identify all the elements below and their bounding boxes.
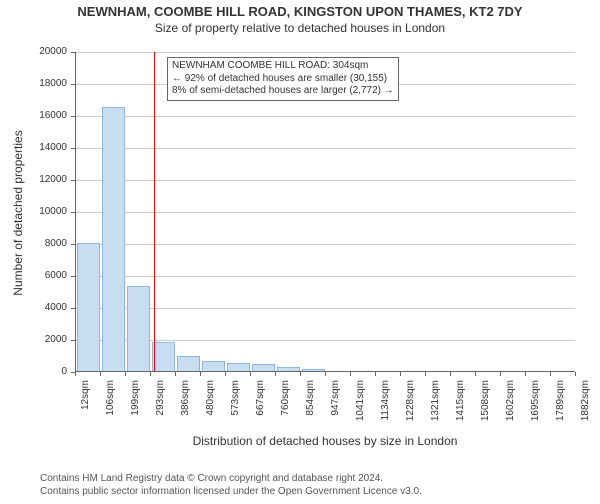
- y-tick-mark: [71, 340, 75, 341]
- x-tick-mark: [300, 372, 301, 376]
- x-tick-label: 1602sqm: [505, 380, 516, 430]
- y-tick-mark: [71, 116, 75, 117]
- histogram-bar: [102, 107, 125, 371]
- y-tick-label: 18000: [0, 78, 67, 89]
- x-tick-mark: [400, 372, 401, 376]
- y-tick-mark: [71, 84, 75, 85]
- x-tick-label: 573sqm: [230, 380, 241, 430]
- y-tick-mark: [71, 244, 75, 245]
- x-tick-mark: [450, 372, 451, 376]
- y-tick-label: 16000: [0, 110, 67, 121]
- x-tick-mark: [250, 372, 251, 376]
- y-tick-label: 6000: [0, 270, 67, 281]
- gridline-h: [76, 52, 575, 53]
- x-tick-mark: [200, 372, 201, 376]
- x-tick-label: 1882sqm: [580, 380, 591, 430]
- x-tick-mark: [150, 372, 151, 376]
- x-tick-mark: [175, 372, 176, 376]
- y-tick-mark: [71, 308, 75, 309]
- x-tick-label: 293sqm: [155, 380, 166, 430]
- y-tick-mark: [71, 212, 75, 213]
- x-axis-title: Distribution of detached houses by size …: [75, 434, 575, 448]
- annotation-line: ← 92% of detached houses are smaller (30…: [172, 73, 394, 86]
- gridline-h: [76, 244, 575, 245]
- y-tick-label: 2000: [0, 334, 67, 345]
- annotation-line: NEWNHAM COOMBE HILL ROAD: 304sqm: [172, 60, 394, 73]
- histogram-bar: [227, 363, 250, 371]
- x-tick-label: 667sqm: [255, 380, 266, 430]
- x-tick-mark: [225, 372, 226, 376]
- x-tick-mark: [375, 372, 376, 376]
- y-tick-label: 4000: [0, 302, 67, 313]
- y-tick-label: 10000: [0, 206, 67, 217]
- x-tick-label: 1134sqm: [380, 380, 391, 430]
- gridline-h: [76, 308, 575, 309]
- x-tick-mark: [425, 372, 426, 376]
- attribution-footer: Contains HM Land Registry data © Crown c…: [40, 472, 422, 498]
- x-tick-mark: [325, 372, 326, 376]
- x-tick-label: 854sqm: [305, 380, 316, 430]
- x-tick-mark: [525, 372, 526, 376]
- histogram-bar: [202, 361, 225, 371]
- gridline-h: [76, 116, 575, 117]
- y-tick-label: 20000: [0, 46, 67, 57]
- y-tick-label: 0: [0, 366, 67, 377]
- histogram-bar: [302, 369, 325, 371]
- x-tick-label: 1228sqm: [405, 380, 416, 430]
- histogram-bar: [77, 243, 100, 371]
- gridline-h: [76, 212, 575, 213]
- x-tick-mark: [500, 372, 501, 376]
- x-tick-label: 199sqm: [130, 380, 141, 430]
- y-tick-mark: [71, 52, 75, 53]
- x-tick-label: 1041sqm: [355, 380, 366, 430]
- histogram-bar: [127, 286, 150, 371]
- x-tick-mark: [125, 372, 126, 376]
- x-tick-mark: [100, 372, 101, 376]
- y-tick-mark: [71, 276, 75, 277]
- property-annotation-box: NEWNHAM COOMBE HILL ROAD: 304sqm← 92% of…: [167, 57, 399, 101]
- histogram-bar: [277, 367, 300, 371]
- x-tick-label: 760sqm: [280, 380, 291, 430]
- x-tick-label: 947sqm: [330, 380, 341, 430]
- x-tick-label: 12sqm: [80, 380, 91, 430]
- y-tick-label: 8000: [0, 238, 67, 249]
- histogram-bar: [252, 364, 275, 371]
- x-tick-mark: [350, 372, 351, 376]
- attribution-line-2: Contains public sector information licen…: [40, 485, 422, 498]
- x-tick-label: 1508sqm: [480, 380, 491, 430]
- x-tick-label: 1789sqm: [555, 380, 566, 430]
- x-tick-mark: [475, 372, 476, 376]
- y-tick-label: 12000: [0, 174, 67, 185]
- x-tick-label: 1415sqm: [455, 380, 466, 430]
- x-tick-label: 480sqm: [205, 380, 216, 430]
- gridline-h: [76, 340, 575, 341]
- x-tick-label: 1321sqm: [430, 380, 441, 430]
- histogram-bar: [152, 342, 175, 371]
- x-tick-label: 1695sqm: [530, 380, 541, 430]
- attribution-line-1: Contains HM Land Registry data © Crown c…: [40, 472, 422, 485]
- x-tick-label: 386sqm: [180, 380, 191, 430]
- x-tick-mark: [275, 372, 276, 376]
- y-tick-mark: [71, 148, 75, 149]
- chart-container: Number of detached properties Distributi…: [0, 4, 600, 504]
- y-tick-mark: [71, 180, 75, 181]
- gridline-h: [76, 180, 575, 181]
- gridline-h: [76, 276, 575, 277]
- x-tick-mark: [75, 372, 76, 376]
- property-marker-line: [154, 52, 155, 371]
- annotation-line: 8% of semi-detached houses are larger (2…: [172, 85, 394, 98]
- x-tick-mark: [575, 372, 576, 376]
- histogram-bar: [177, 356, 200, 371]
- x-tick-label: 106sqm: [105, 380, 116, 430]
- y-tick-label: 14000: [0, 142, 67, 153]
- gridline-h: [76, 148, 575, 149]
- x-tick-mark: [550, 372, 551, 376]
